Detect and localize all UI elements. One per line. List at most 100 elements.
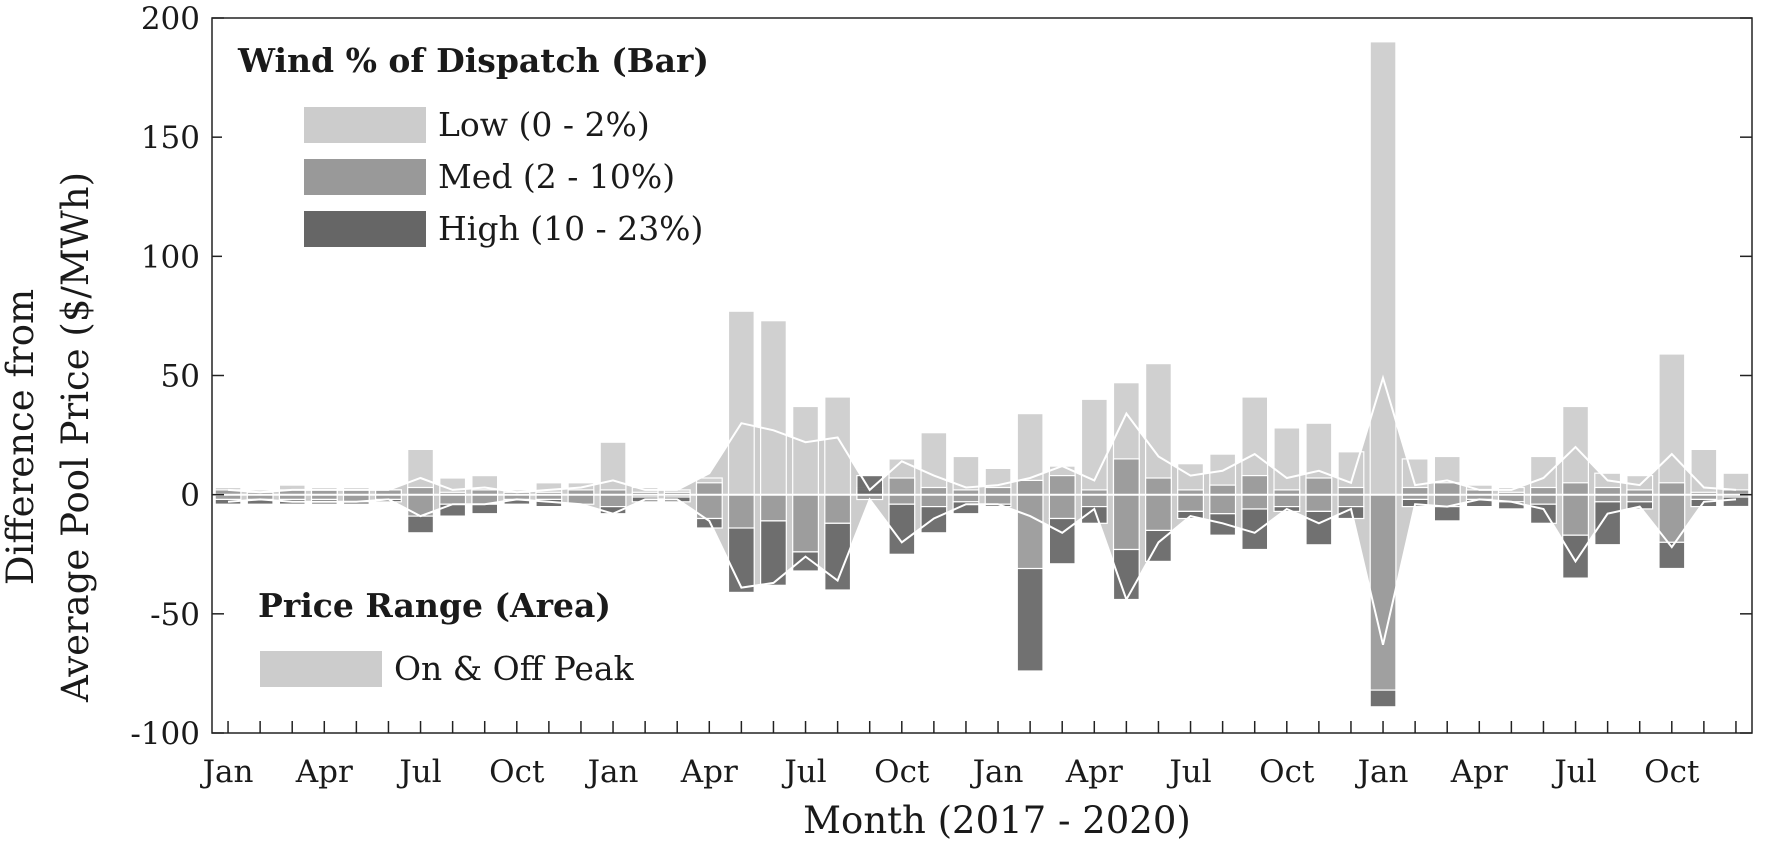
bar-med-negative [439, 494, 467, 505]
bar-med-positive [1048, 475, 1076, 496]
bar-high [1626, 501, 1654, 510]
bar-low [952, 455, 980, 496]
y-tick-label: 150 [141, 120, 200, 156]
bar-med-negative [1209, 494, 1237, 515]
bar-low [1273, 427, 1301, 496]
bar-med-positive [920, 486, 948, 496]
bar-med-positive [1241, 475, 1269, 496]
bar-high [407, 515, 435, 534]
x-tick-label: Apr [295, 754, 353, 790]
bar-med-negative [759, 494, 787, 522]
bar-med-negative [1241, 494, 1269, 510]
x-tick-label: Oct [874, 754, 930, 790]
y-tick-label: 0 [180, 478, 200, 514]
bar-med-negative [1177, 494, 1204, 513]
bar-med-positive [1658, 482, 1686, 496]
bar-low [824, 396, 852, 496]
y-tick-label: -100 [130, 716, 200, 752]
bar-med-positive [1305, 477, 1333, 496]
bar-med-negative [1144, 494, 1172, 532]
bar-high [439, 503, 467, 517]
legend-label-low: Low (0 - 2%) [438, 105, 650, 144]
price-range-outline-layer [212, 374, 1752, 646]
x-tick-label: Oct [1259, 754, 1315, 790]
bar-high [1722, 496, 1750, 508]
legend-label-high: High (10 - 23%) [438, 209, 703, 248]
bar-med-positive [1401, 486, 1429, 496]
bar-med-negative [1594, 494, 1622, 503]
x-tick-label: Apr [1065, 754, 1123, 790]
bar-med-positive [695, 482, 723, 496]
bar-high [1209, 513, 1237, 536]
y-tick-label: -50 [150, 597, 200, 633]
bar-med-negative [1016, 494, 1044, 570]
legend-swatch-med [304, 159, 426, 195]
bar-med-negative [984, 494, 1012, 505]
x-tick-label: Jul [781, 754, 826, 790]
legend-label-med: Med (2 - 10%) [438, 157, 675, 196]
bar-med-negative [888, 494, 916, 505]
bar-med-positive [1016, 479, 1044, 496]
bar-high [1016, 567, 1044, 672]
legend-bar: Wind % of Dispatch (Bar) Low (0 - 2%) Me… [222, 30, 802, 260]
bar-med-negative [1337, 494, 1365, 508]
bar-med-negative [599, 494, 627, 508]
bar-high [471, 503, 499, 515]
x-tick-label: Oct [1644, 754, 1700, 790]
bar-high [1369, 689, 1397, 708]
bar-med-negative [1080, 494, 1108, 508]
bar-high [1177, 510, 1204, 520]
y-tick-label: 200 [141, 1, 200, 37]
bar-high [856, 475, 884, 496]
y-axis-label-line1: Difference from [0, 289, 42, 585]
bar-low [599, 441, 627, 496]
bar-low [1369, 41, 1397, 496]
x-tick-label: Jan [970, 754, 1024, 790]
bar-med-negative [1529, 494, 1557, 505]
bar-med-negative [1273, 494, 1301, 508]
bar-med-positive [407, 486, 435, 496]
bar-high [1433, 506, 1461, 522]
bar-low [792, 405, 820, 496]
bar-med-positive [1112, 458, 1140, 496]
bar-high [952, 501, 980, 515]
legend-swatch-low [304, 107, 426, 143]
legend-swatch-peak [260, 651, 382, 687]
bar-med-positive [1529, 486, 1557, 496]
bar-med-negative [1112, 494, 1140, 551]
bar-med-negative [952, 494, 980, 503]
x-tick-label: Jul [396, 754, 441, 790]
x-tick-label: Jan [200, 754, 254, 790]
bar-high [759, 520, 787, 586]
bar-low [1144, 363, 1172, 496]
bar-high [1305, 510, 1333, 546]
bar-med-negative [824, 494, 852, 524]
bar-high [1048, 517, 1076, 565]
x-tick-label: Jan [585, 754, 639, 790]
legend-swatch-high [304, 211, 426, 247]
bar-high [792, 551, 820, 572]
bar-high [1562, 534, 1589, 579]
legend-bar-title: Wind % of Dispatch (Bar) [237, 41, 709, 80]
bar-high [1080, 506, 1108, 524]
bar-high [727, 527, 755, 594]
bar-med-positive [1433, 482, 1461, 496]
x-tick-label: Jul [1551, 754, 1596, 790]
bar-high [1594, 501, 1622, 546]
bar-low [1562, 405, 1589, 496]
bar-med-positive [1144, 477, 1172, 496]
bar-med-negative [727, 494, 755, 529]
price-range-lower-line [227, 497, 1737, 646]
bar-med-positive [1594, 486, 1622, 496]
bar-med-positive [1209, 484, 1237, 496]
bar-med-negative [792, 494, 820, 553]
x-tick-label: Jan [1355, 754, 1409, 790]
price-range-upper-line [227, 374, 1737, 494]
bar-low [920, 432, 948, 496]
bar-med-positive [1337, 486, 1365, 496]
legend-area-title: Price Range (Area) [258, 586, 611, 625]
bar-med-negative [1562, 494, 1589, 536]
x-tick-label: Apr [680, 754, 738, 790]
x-tick-label: Jul [1166, 754, 1211, 790]
bar-med-positive [888, 477, 916, 496]
